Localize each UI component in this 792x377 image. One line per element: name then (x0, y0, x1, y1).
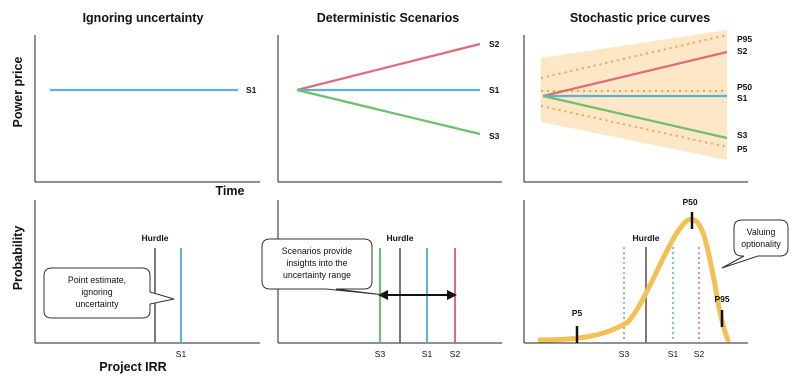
p95-label: P95 (737, 34, 752, 44)
p5-label: P5 (572, 308, 583, 318)
s1-label: S1 (246, 85, 257, 95)
point-estimate-line-1: Point estimate, (68, 275, 126, 285)
s2-tick-label: S2 (694, 349, 705, 359)
p50-label: P50 (737, 82, 752, 92)
p95-label: P95 (714, 294, 729, 304)
s1-label: S1 (737, 93, 748, 103)
panel3-title: Stochastic price curves (570, 11, 710, 25)
panel3-top: P95 S2 P50 S1 S3 P5 (523, 30, 752, 183)
s3-label: S3 (737, 130, 748, 140)
s2-tick-label: S2 (450, 349, 461, 359)
s3-line (296, 88, 481, 136)
s3-tick-label: S3 (375, 349, 386, 359)
s3-label: S3 (489, 131, 500, 141)
panel1-title: Ignoring uncertainty (83, 11, 204, 25)
s2-label: S2 (489, 39, 500, 49)
p5-line (540, 105, 728, 148)
s2-label: S2 (737, 46, 748, 56)
point-estimate-line-3: uncertainty (75, 299, 119, 309)
distribution-curve (537, 216, 731, 343)
panel2-bottom: Hurdle S3 S1 S2 Scenarios provide insigh… (261, 200, 502, 359)
s1-label: S1 (489, 85, 500, 95)
s3-line (542, 94, 728, 140)
panel3-bottom: P5 P50 P95 Hurdle S3 S1 S2 Valuing optio… (523, 197, 789, 359)
optionality-line-1: Valuing (747, 227, 776, 237)
scenarios-line-3: uncertainty range (283, 270, 351, 280)
hurdle-label: Hurdle (633, 233, 660, 243)
p95-line (540, 34, 728, 79)
hurdle-label: Hurdle (142, 233, 169, 243)
s1-tick-label: S1 (668, 349, 679, 359)
scenarios-line-2: insights into the (286, 258, 347, 268)
range-arrow-right-head (447, 290, 457, 300)
y-axis-label-price: Power price (11, 57, 25, 128)
y-axis-label-probability: Probability (11, 226, 25, 291)
optionality-callout (721, 219, 789, 269)
hurdle-label: Hurdle (387, 233, 414, 243)
panel1-bottom: Hurdle S1 Point estimate, ignoring uncer… (34, 200, 260, 359)
point-estimate-callout (43, 267, 175, 319)
p5-label: P5 (737, 144, 748, 154)
panel2-top: S2 S1 S3 (277, 35, 502, 183)
s1-tick-label: S1 (422, 349, 433, 359)
s3-tick-label: S3 (619, 349, 630, 359)
panel2-title: Deterministic Scenarios (317, 11, 459, 25)
x-axis-label-irr: Project IRR (99, 360, 166, 374)
x-axis-label-time: Time (216, 184, 245, 198)
point-estimate-line-2: ignoring (81, 287, 112, 297)
scenarios-callout (261, 238, 385, 296)
p50-label: P50 (682, 197, 697, 207)
panel1-top: S1 (34, 35, 260, 183)
scenarios-line-1: Scenarios provide (282, 246, 353, 256)
s1-tick-label: S1 (176, 349, 187, 359)
s2-line (296, 42, 481, 92)
s2-line (542, 50, 728, 98)
optionality-line-2: optionality (741, 239, 781, 249)
